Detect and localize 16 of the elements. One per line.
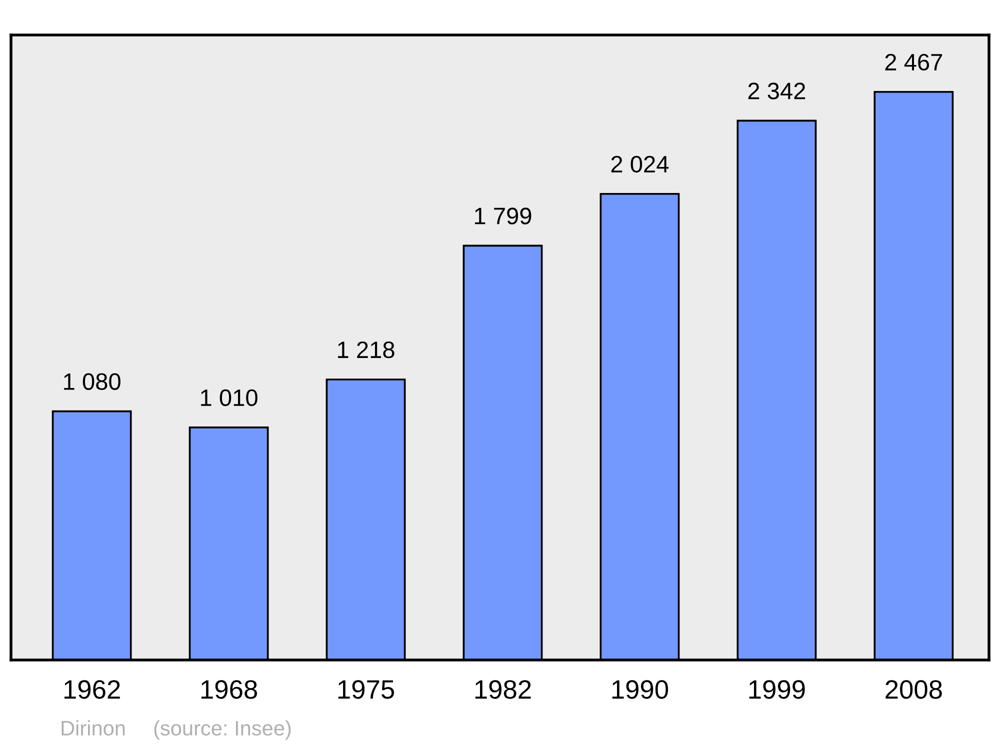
x-tick-label: 1975	[338, 680, 394, 699]
data-label: 1 218	[338, 341, 394, 358]
x-tick-label: 2008	[886, 680, 942, 699]
data-label: 2 024	[611, 156, 669, 173]
text: (source: Insee)	[154, 720, 291, 740]
data-label: 1 080	[64, 373, 120, 390]
x-tick-label: 1962	[64, 680, 120, 699]
x-tick-label: 1968	[201, 680, 257, 699]
x-tick-label: 1999	[749, 680, 805, 699]
data-label: 1 799	[475, 208, 532, 224]
text: Dirinon	[62, 720, 125, 736]
data-label: 1 010	[201, 389, 258, 406]
data-label: 2 342	[748, 82, 806, 100]
x-tick-label: 1982	[475, 680, 531, 699]
x-tick-label: 1990	[612, 680, 668, 699]
data-label: 2 467	[885, 54, 942, 71]
